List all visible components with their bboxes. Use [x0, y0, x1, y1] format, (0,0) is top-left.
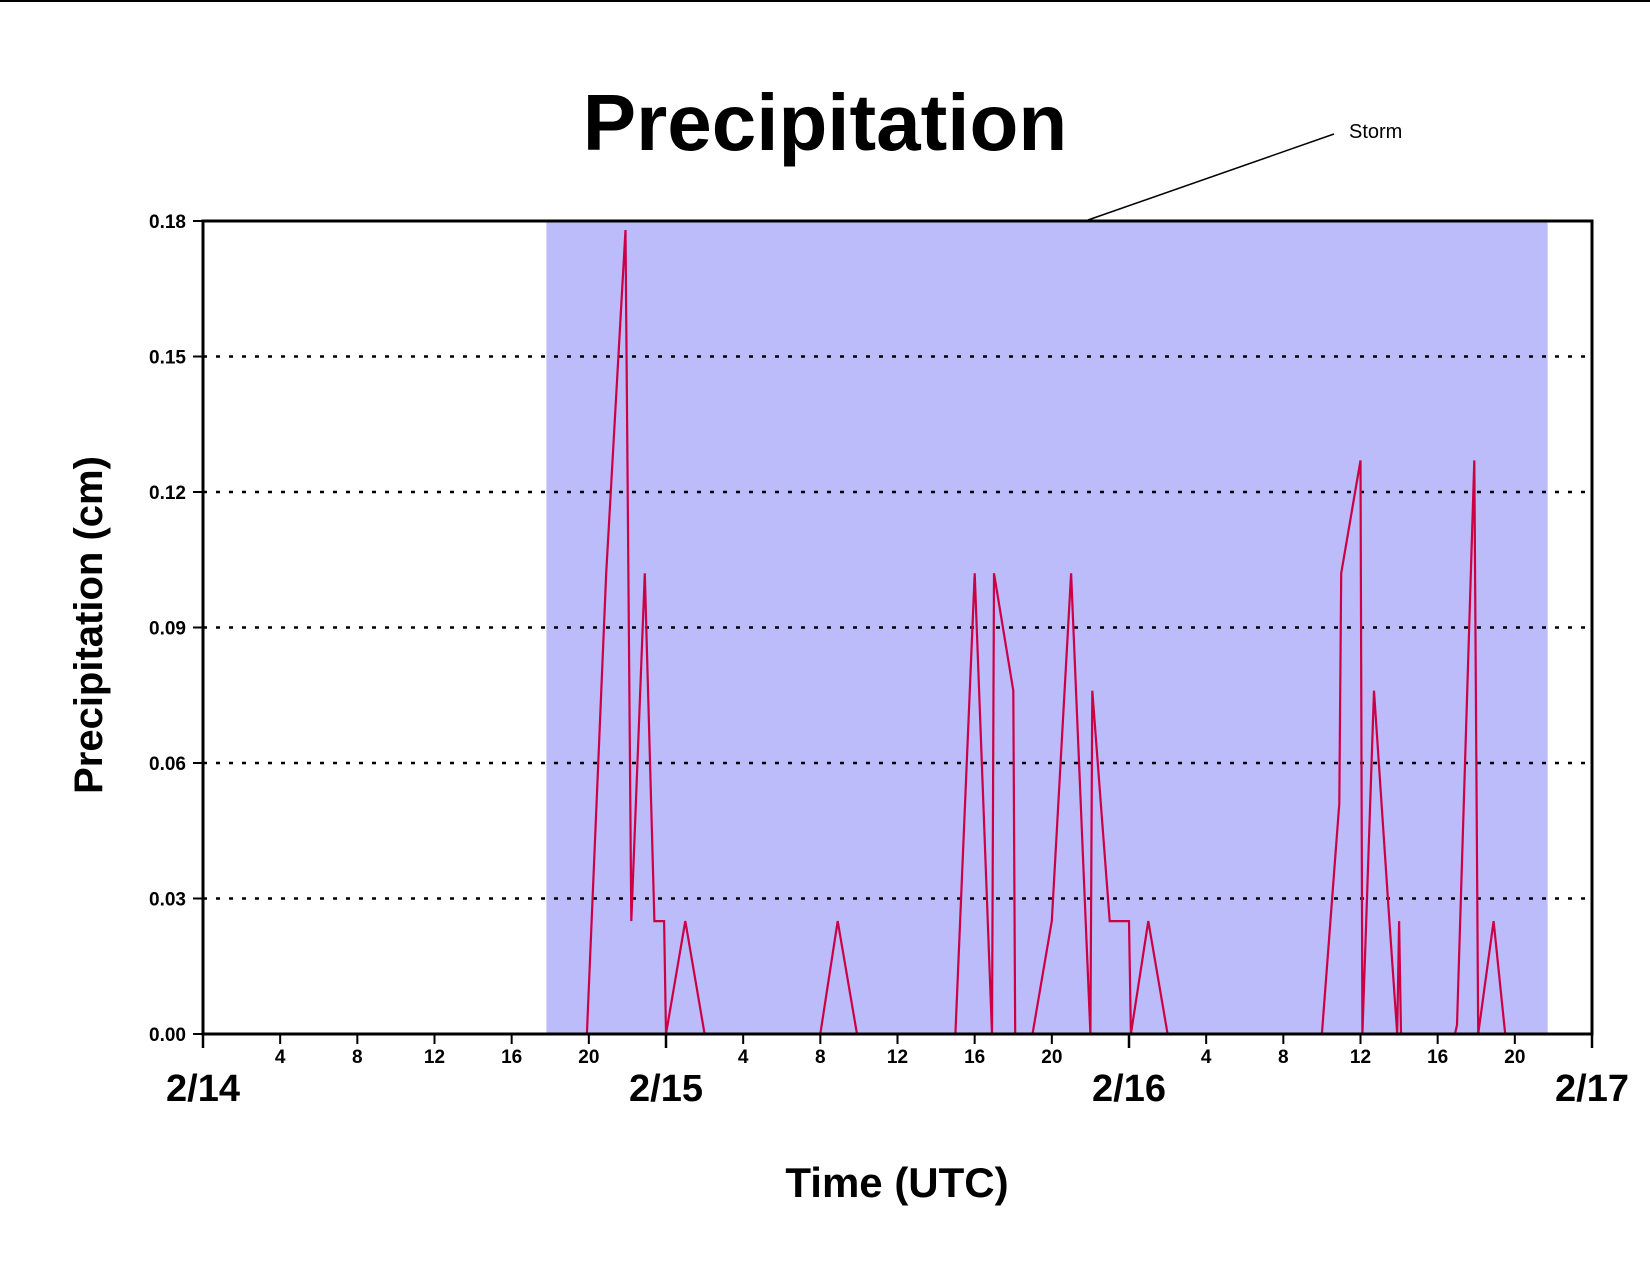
data-point-0-32 — [1340, 573, 1342, 575]
data-point-0-15 — [974, 573, 976, 575]
data-point-0-2 — [605, 573, 607, 575]
x-tick-label-9: 20 — [1041, 1047, 1062, 1068]
data-point-0-18 — [1012, 690, 1014, 692]
data-point-0-25 — [1109, 920, 1111, 922]
data-point-0-31 — [1338, 803, 1340, 805]
data-point-0-33 — [1360, 460, 1362, 462]
data-point-0-44 — [1493, 920, 1495, 922]
y-tick-label-6: 0.18 — [149, 212, 186, 233]
storm-shaded-region — [546, 221, 1548, 1034]
day-tick-label-0: 2/14 — [166, 1068, 240, 1110]
data-point-0-24 — [1092, 690, 1094, 692]
x-tick-label-8: 16 — [964, 1047, 985, 1068]
x-tick-label-5: 4 — [738, 1047, 749, 1068]
x-tick-label-10: 4 — [1201, 1047, 1212, 1068]
data-point-0-36 — [1389, 920, 1391, 922]
day-tick-label-3: 2/17 — [1555, 1068, 1629, 1110]
data-point-0-6 — [654, 920, 656, 922]
y-tick-label-4: 0.12 — [149, 483, 186, 504]
x-tick-label-2: 12 — [424, 1047, 445, 1068]
x-tick-label-6: 8 — [815, 1047, 826, 1068]
data-point-0-41 — [1456, 1024, 1458, 1026]
storm-annotation-leader — [1087, 133, 1335, 221]
y-tick-label-3: 0.09 — [149, 619, 186, 640]
tick-layer: 0.00 0.03 0.06 0.09 0.12 0.15 0.18 4 8 12 16 20 4 8 12… — [149, 212, 1629, 1110]
y-tick-label-5: 0.15 — [149, 348, 186, 369]
chart-title: Precipitation — [583, 78, 1068, 167]
y-axis-label: Precipitation (cm) — [67, 456, 111, 794]
data-point-0-3 — [625, 229, 627, 231]
data-point-0-7 — [663, 920, 665, 922]
day-tick-label-2: 2/16 — [1092, 1068, 1166, 1110]
storm-shading-layer — [546, 221, 1548, 1034]
data-point-0-5 — [644, 573, 646, 575]
y-tick-label-0: 0.00 — [149, 1025, 186, 1046]
data-point-0-35 — [1373, 690, 1375, 692]
x-tick-label-14: 20 — [1504, 1047, 1525, 1068]
data-point-0-21 — [1051, 920, 1053, 922]
storm-annotation-label: Storm — [1349, 121, 1402, 143]
x-tick-label-7: 12 — [887, 1047, 908, 1068]
data-point-0-22 — [1070, 573, 1072, 575]
x-tick-label-4: 20 — [578, 1047, 599, 1068]
data-point-0-28 — [1147, 920, 1149, 922]
x-tick-label-0: 4 — [275, 1047, 286, 1068]
x-tick-label-12: 12 — [1350, 1047, 1371, 1068]
data-point-0-9 — [684, 920, 686, 922]
data-point-0-26 — [1128, 920, 1130, 922]
x-tick-label-11: 8 — [1278, 1047, 1289, 1068]
day-tick-label-1: 2/15 — [629, 1068, 703, 1110]
x-axis-label: Time (UTC) — [785, 1159, 1008, 1206]
x-tick-label-1: 8 — [352, 1047, 363, 1068]
data-point-0-38 — [1398, 920, 1400, 922]
data-point-0-42 — [1474, 460, 1476, 462]
x-tick-label-3: 16 — [501, 1047, 522, 1068]
data-point-0-17 — [993, 573, 995, 575]
data-point-0-4 — [630, 920, 632, 922]
y-tick-label-1: 0.03 — [149, 890, 186, 911]
x-tick-label-13: 16 — [1427, 1047, 1448, 1068]
y-tick-label-2: 0.06 — [149, 754, 186, 775]
data-point-0-12 — [837, 920, 839, 922]
